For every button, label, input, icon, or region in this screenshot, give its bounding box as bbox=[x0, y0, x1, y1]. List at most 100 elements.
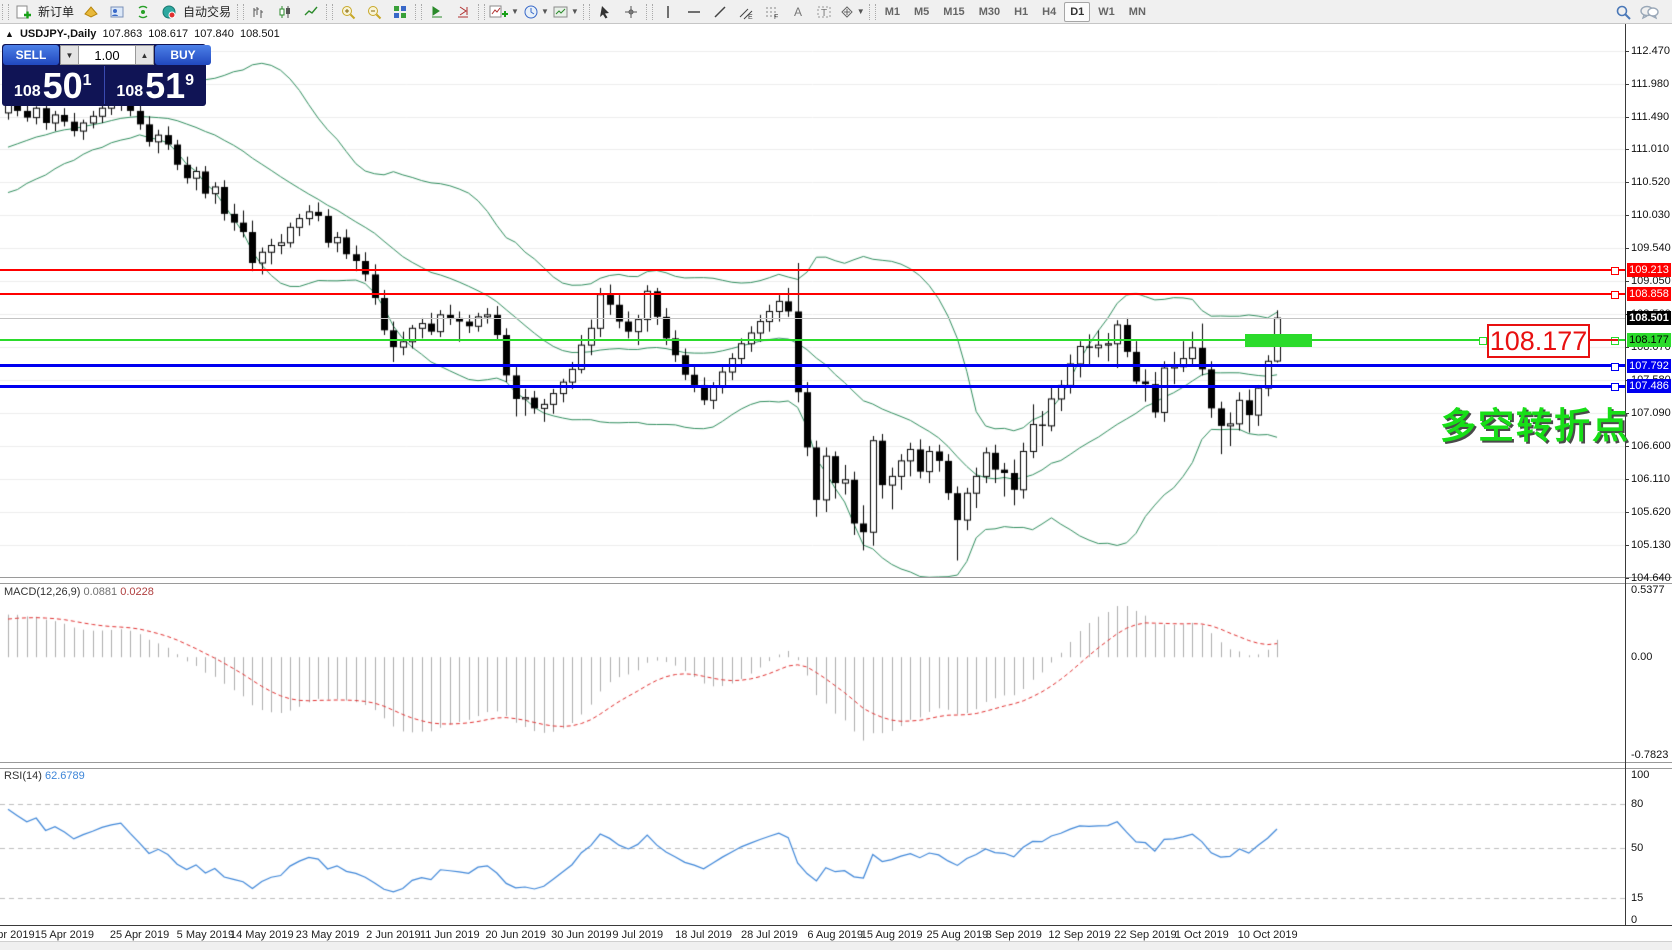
tile-windows-icon[interactable] bbox=[388, 1, 412, 23]
zoom-out-icon[interactable] bbox=[362, 1, 386, 23]
timeframe-M1[interactable]: M1 bbox=[884, 5, 900, 18]
line-chart-icon[interactable] bbox=[299, 1, 323, 23]
green-highlight-rect[interactable] bbox=[1245, 333, 1312, 347]
timeframe-H4[interactable]: H4 bbox=[1042, 5, 1057, 18]
ask-price-button[interactable]: 108 51 9 bbox=[105, 66, 207, 104]
toolbar-grip[interactable] bbox=[582, 3, 590, 20]
book-icon[interactable] bbox=[79, 1, 103, 23]
price-tick-label: 106.110 bbox=[1631, 473, 1670, 486]
vertical-line-icon[interactable] bbox=[656, 1, 680, 23]
toolbar-grip[interactable] bbox=[237, 3, 245, 20]
horizontal-level-line[interactable] bbox=[0, 293, 1625, 296]
horizontal-level-line[interactable] bbox=[0, 269, 1625, 272]
rsi-pane-canvas[interactable] bbox=[0, 767, 1625, 925]
date-axis-label[interactable]: 5 May 2019 bbox=[176, 929, 235, 941]
toolbar-grip[interactable] bbox=[2, 3, 9, 20]
volume-decrease-button[interactable]: ▼ bbox=[60, 45, 79, 65]
autotrading-label[interactable]: 自动交易 bbox=[183, 5, 232, 19]
chat-icon[interactable] bbox=[1637, 1, 1661, 23]
date-axis-label[interactable]: 10 Oct 2019 bbox=[1237, 929, 1298, 941]
cursor-icon[interactable] bbox=[593, 1, 617, 23]
auto-scroll-icon[interactable] bbox=[425, 1, 449, 23]
main-chart-canvas[interactable] bbox=[0, 24, 1625, 578]
date-axis-label[interactable]: 1 Oct 2019 bbox=[1174, 929, 1229, 941]
zoom-in-icon[interactable] bbox=[336, 1, 360, 23]
toolbar-grip[interactable] bbox=[868, 3, 876, 20]
crosshair-icon[interactable] bbox=[619, 1, 643, 23]
green-line-anchor[interactable] bbox=[1479, 337, 1487, 345]
macd-pane-canvas[interactable] bbox=[0, 582, 1625, 762]
date-axis-label[interactable]: 5 Apr 2019 bbox=[0, 929, 35, 941]
date-axis-label[interactable]: 18 Jul 2019 bbox=[675, 929, 733, 941]
date-axis-label[interactable]: 28 Jul 2019 bbox=[740, 929, 798, 941]
date-axis-label[interactable]: 22 Sep 2019 bbox=[1114, 929, 1177, 941]
horizontal-level-line[interactable] bbox=[0, 364, 1625, 368]
date-axis-label[interactable]: 23 May 2019 bbox=[295, 929, 360, 941]
new-order-label[interactable]: 新订单 bbox=[38, 5, 75, 19]
fibonacci-icon[interactable]: F bbox=[760, 1, 784, 23]
search-icon[interactable] bbox=[1611, 1, 1635, 23]
trendline-icon[interactable] bbox=[708, 1, 732, 23]
line-anchor[interactable] bbox=[1611, 383, 1619, 392]
periods-icon[interactable]: ▼ bbox=[522, 1, 550, 23]
chart-shift-icon[interactable] bbox=[451, 1, 475, 23]
price-tick bbox=[1625, 347, 1629, 349]
date-axis-label[interactable]: 2 Jun 2019 bbox=[366, 929, 421, 941]
chinese-annotation[interactable]: 多空转折点 bbox=[1440, 405, 1631, 446]
toolbar-grip[interactable] bbox=[478, 3, 486, 20]
timeframe-D1[interactable]: D1 bbox=[1064, 1, 1091, 22]
timeframe-M30[interactable]: M30 bbox=[978, 5, 1001, 18]
bid-price-button[interactable]: 108 50 1 bbox=[2, 66, 105, 104]
templates-icon[interactable]: ▼ bbox=[552, 1, 580, 23]
collapse-arrow-icon[interactable]: ▲ bbox=[5, 29, 14, 39]
channel-icon[interactable]: E bbox=[734, 1, 758, 23]
shapes-icon[interactable]: ▼ bbox=[838, 1, 866, 23]
price-tick bbox=[1625, 83, 1629, 85]
toolbar-grip[interactable] bbox=[415, 3, 423, 20]
date-axis-label[interactable]: 12 Sep 2019 bbox=[1048, 929, 1111, 941]
date-axis-label[interactable]: 14 May 2019 bbox=[229, 929, 294, 941]
line-anchor[interactable] bbox=[1611, 362, 1619, 371]
toolbar-grip[interactable] bbox=[645, 3, 653, 20]
profile-icon[interactable] bbox=[105, 1, 129, 23]
pane-separator[interactable] bbox=[0, 762, 1672, 769]
signal-icon[interactable] bbox=[131, 1, 155, 23]
date-axis-label[interactable]: 15 Aug 2019 bbox=[860, 929, 923, 941]
date-axis-label[interactable]: 25 Apr 2019 bbox=[109, 929, 170, 941]
date-axis-label[interactable]: 3 Sep 2019 bbox=[985, 929, 1042, 941]
timeframe-W1[interactable]: W1 bbox=[1098, 5, 1115, 18]
pane-separator[interactable] bbox=[0, 577, 1672, 584]
timeframe-M15[interactable]: M15 bbox=[943, 5, 965, 18]
date-axis-label[interactable]: 25 Aug 2019 bbox=[926, 929, 989, 941]
autotrading-icon[interactable] bbox=[157, 1, 181, 23]
volume-input[interactable] bbox=[79, 45, 135, 65]
line-anchor[interactable] bbox=[1611, 267, 1619, 276]
macd-axis-label: 0.00 bbox=[1631, 651, 1653, 664]
buy-button[interactable]: BUY bbox=[155, 45, 211, 65]
text-icon[interactable]: A bbox=[786, 1, 810, 23]
line-anchor[interactable] bbox=[1611, 291, 1619, 300]
horizontal-level-line[interactable] bbox=[0, 384, 1625, 388]
timeframe-M5[interactable]: M5 bbox=[914, 5, 930, 18]
timeframe-MN[interactable]: MN bbox=[1128, 5, 1146, 18]
timeframe-H1[interactable]: H1 bbox=[1014, 5, 1029, 18]
date-axis-label[interactable]: 11 Jun 2019 bbox=[419, 929, 480, 941]
text-label-icon[interactable]: T bbox=[812, 1, 836, 23]
date-axis-label[interactable]: 9 Jul 2019 bbox=[612, 929, 664, 941]
sell-button[interactable]: SELL bbox=[3, 45, 59, 65]
horizontal-line-icon[interactable] bbox=[682, 1, 706, 23]
new-order-icon[interactable] bbox=[12, 1, 36, 23]
date-axis-label[interactable]: 6 Aug 2019 bbox=[807, 929, 864, 941]
bar-chart-icon[interactable] bbox=[247, 1, 271, 23]
date-axis-label[interactable]: 30 Jun 2019 bbox=[551, 929, 612, 941]
toolbar-grip[interactable] bbox=[326, 3, 334, 20]
line-anchor[interactable] bbox=[1611, 336, 1619, 345]
window-bottom-strip bbox=[0, 941, 1672, 950]
date-axis-label[interactable]: 15 Apr 2019 bbox=[34, 929, 95, 941]
horizontal-level-line[interactable] bbox=[0, 338, 1625, 341]
level-price-box[interactable]: 108.177 bbox=[1487, 323, 1590, 358]
candle-chart-icon[interactable] bbox=[273, 1, 297, 23]
date-axis-label[interactable]: 20 Jun 2019 bbox=[485, 929, 546, 941]
volume-increase-button[interactable]: ▲ bbox=[135, 45, 154, 65]
indicators-icon[interactable]: ▼ bbox=[488, 1, 520, 23]
